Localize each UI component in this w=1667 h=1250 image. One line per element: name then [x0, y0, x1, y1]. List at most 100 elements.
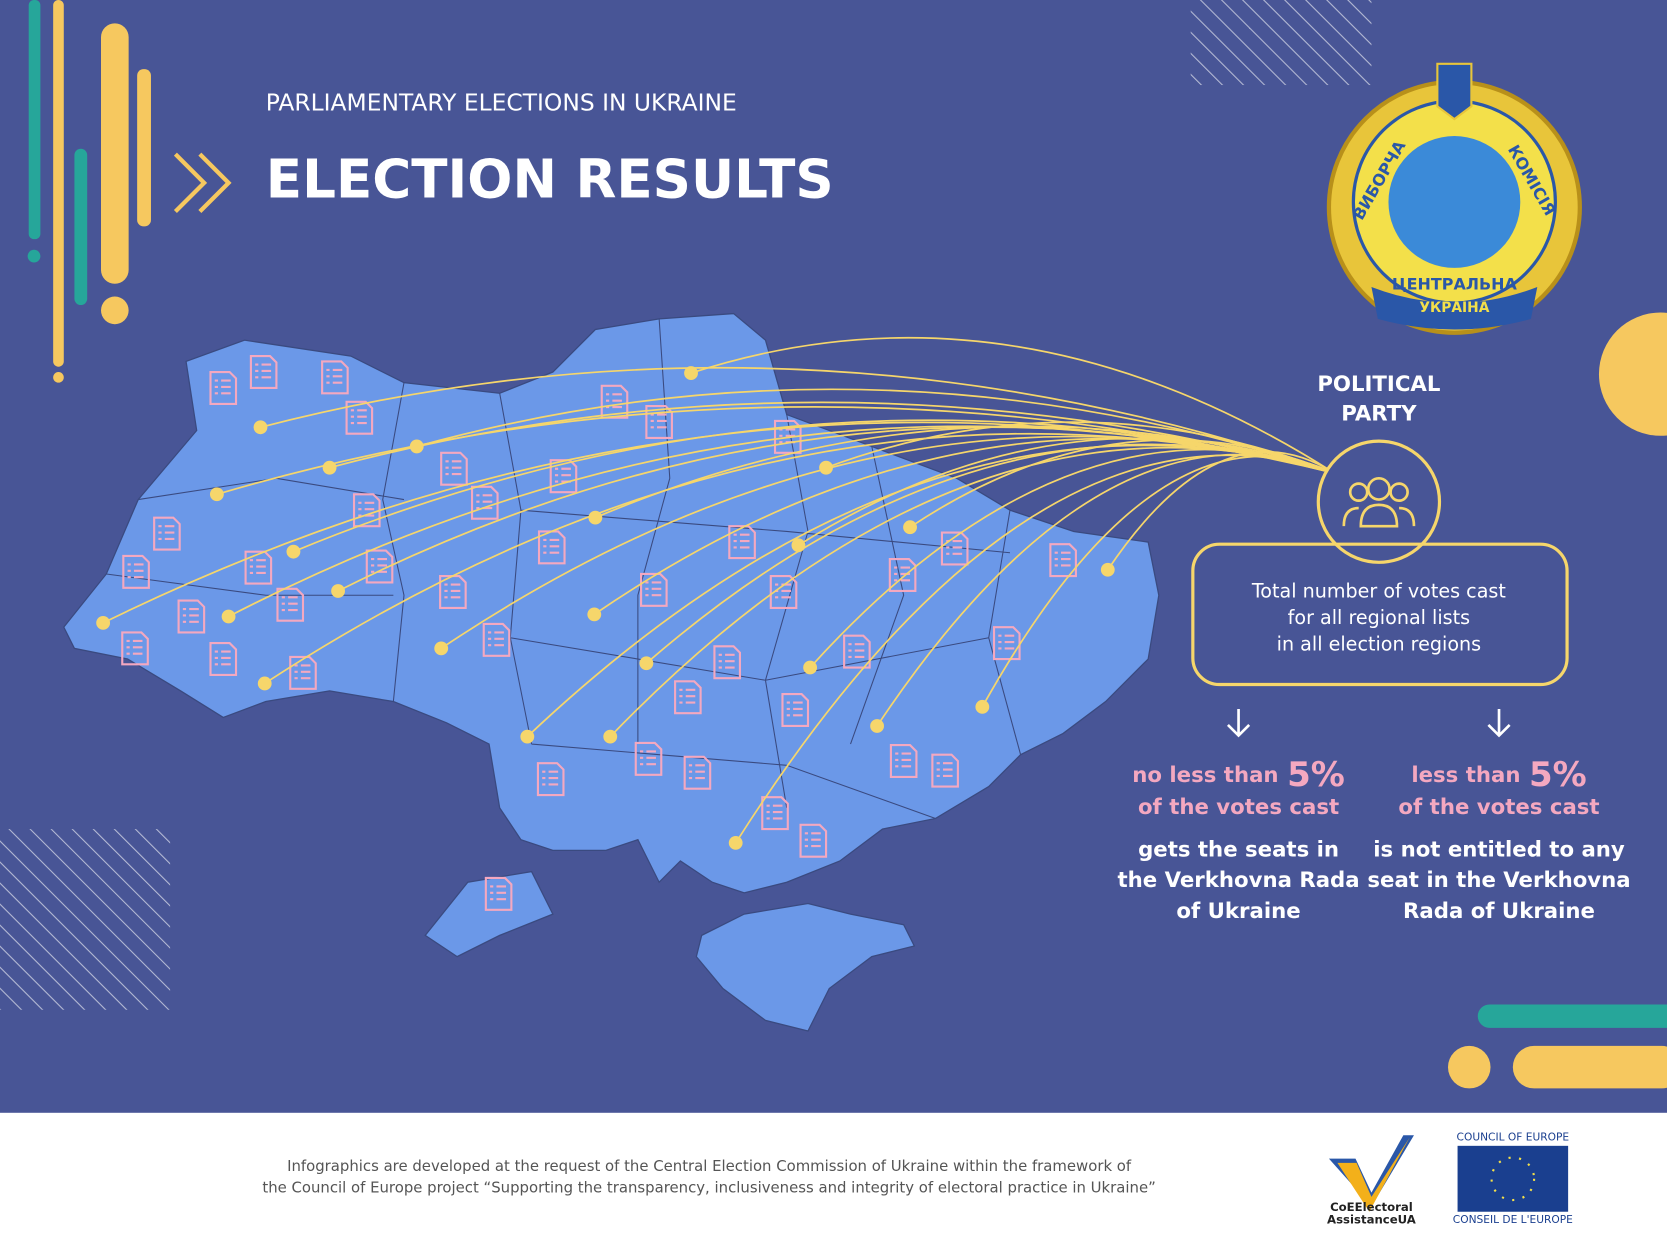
logo-text: CoEElectoral: [1330, 1200, 1413, 1214]
ballot-icon: [674, 680, 702, 715]
region-dot: [639, 656, 654, 671]
ballot-sheet: [931, 753, 959, 788]
region-dot: [728, 835, 743, 850]
region-dot: [322, 460, 337, 475]
region-dot: [870, 719, 884, 733]
region-dot: [253, 420, 268, 435]
party-label: PARTY: [1341, 402, 1417, 427]
party-icon: [1342, 476, 1416, 528]
ballot-icon: [683, 755, 712, 790]
ballot-icon: [799, 823, 828, 858]
ballot-sheet: [992, 626, 1021, 661]
coe-ea-logo: CoEElectoral AssistanceUA: [1327, 1135, 1416, 1227]
flow-arc: [690, 336, 1335, 474]
total-box-line: for all regional lists: [1288, 606, 1471, 629]
region-dot: [331, 584, 345, 598]
region-dot: [409, 439, 424, 454]
ballot-sheet: [439, 575, 467, 610]
condition-rest: of the votes cast: [1138, 795, 1339, 820]
ballot-icon: [153, 516, 181, 551]
ballot-icon: [1049, 543, 1077, 578]
ballot-icon: [992, 626, 1021, 661]
title: ELECTION RESULTS: [266, 148, 834, 210]
ballot-sheet: [122, 554, 150, 589]
region-dot: [791, 538, 806, 553]
ballot-sheet: [773, 419, 802, 454]
ballot-icon: [713, 645, 742, 680]
footer-note: Infographics are developed at the reques…: [287, 1157, 1132, 1175]
region-dot: [520, 729, 535, 744]
result-line: gets the seats in: [1138, 837, 1339, 862]
decor: [0, 0, 1667, 1089]
ballot-sheet: [888, 558, 917, 593]
region-dot: [587, 607, 602, 622]
ballot-sheet: [276, 587, 305, 622]
ballot-sheet: [843, 634, 871, 669]
region-dot: [209, 487, 224, 502]
condition: less than 5%: [1411, 754, 1586, 794]
ballot-icon: [634, 741, 663, 776]
party-label: POLITICAL: [1317, 372, 1440, 397]
coe-logo: COUNCIL OF EUROPE CONSEIL DE L'EUROPE: [1453, 1130, 1573, 1226]
ballot-sheet: [484, 876, 513, 911]
threshold: 5%: [1287, 754, 1345, 794]
condition-text: less than: [1411, 763, 1520, 788]
ballot-icons: [121, 355, 1077, 911]
flow-arc: [825, 421, 1335, 474]
total-box-line: Total number of votes cast: [1251, 580, 1507, 603]
footer-note: the Council of Europe project “Supportin…: [262, 1178, 1155, 1196]
emblem-text: ЦЕНТРАЛЬНА: [1392, 274, 1518, 293]
region-dot: [819, 460, 833, 475]
ballot-sheet: [121, 631, 149, 666]
ballot-sheet: [799, 823, 828, 858]
flow-arc: [734, 454, 1335, 844]
ballot-sheet: [769, 575, 798, 610]
ballot-sheet: [345, 400, 374, 435]
arrow: [1487, 708, 1511, 738]
flow-arc: [102, 421, 1335, 624]
ballot-icon: [439, 575, 467, 610]
region-dot: [684, 366, 698, 380]
vote-flows: [96, 336, 1335, 850]
total-box-text: Total number of votes cast for all region…: [1251, 580, 1507, 656]
ballot-icon: [209, 642, 238, 677]
total-box-line: in all election regions: [1277, 633, 1482, 656]
ballot-icon: [761, 796, 789, 831]
ballot-icon: [781, 693, 810, 728]
ballot-sheet: [674, 680, 702, 715]
region-dot: [96, 615, 111, 630]
result-line: is not entitled to any: [1373, 837, 1625, 862]
ballot-icon: [640, 572, 668, 607]
ballot-icon: [482, 622, 511, 657]
ballot-sheet: [153, 516, 181, 551]
ballot-sheet: [536, 762, 565, 797]
footer-bg: [0, 1112, 1667, 1250]
threshold: 5%: [1529, 754, 1587, 794]
region-dot: [257, 676, 272, 691]
ballot-sheet: [440, 451, 468, 486]
ballot-sheet: [761, 796, 789, 831]
region-dot: [221, 609, 236, 624]
ballot-sheet: [634, 741, 663, 776]
flow-arc: [981, 455, 1335, 708]
ballot-icon: [122, 554, 150, 589]
condition-text: no less than: [1132, 763, 1278, 788]
region-dot: [588, 510, 603, 525]
region-dot: [1100, 562, 1115, 577]
region-dot: [286, 544, 301, 559]
ballot-sheet: [177, 599, 206, 634]
ballot-icon: [888, 558, 917, 593]
logo-text: AssistanceUA: [1327, 1213, 1416, 1227]
ballot-sheet: [600, 384, 629, 419]
ballot-sheet: [713, 645, 742, 680]
party-circle: [1316, 439, 1442, 564]
ballot-icon: [536, 762, 565, 797]
region-dot: [903, 520, 917, 535]
region-dot: [603, 729, 618, 744]
flow-arc: [609, 446, 1335, 738]
ballot-icon: [244, 550, 273, 585]
ballot-sheet: [889, 744, 918, 779]
ballot-icon: [177, 599, 206, 634]
region-dot: [803, 660, 818, 675]
